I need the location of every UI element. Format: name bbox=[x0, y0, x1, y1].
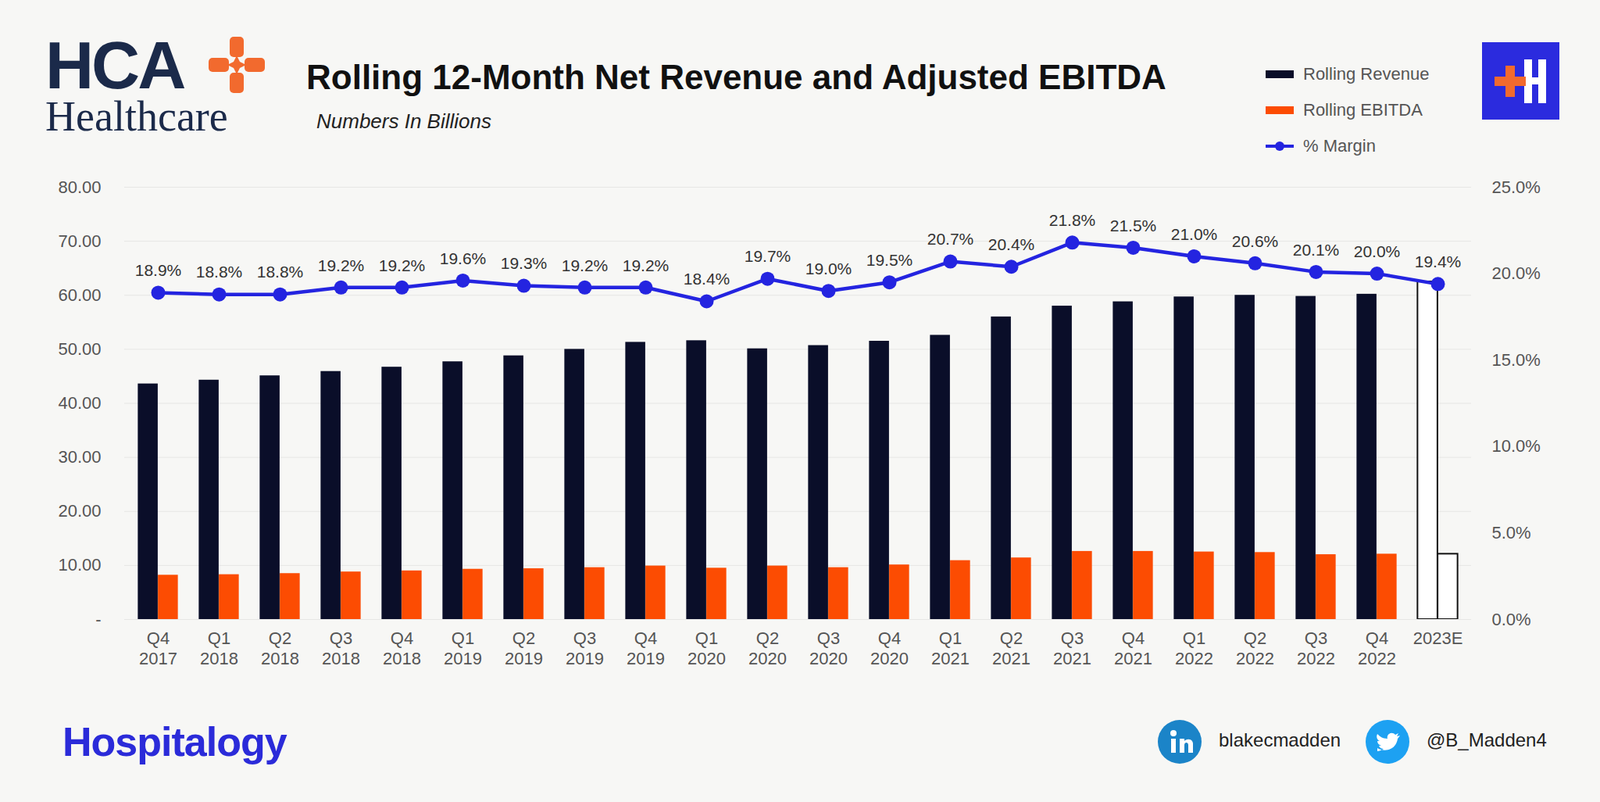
svg-text:19.2%: 19.2% bbox=[317, 256, 365, 275]
html-text:HCA: HCA bbox=[45, 27, 184, 103]
svg-text:19.6%: 19.6% bbox=[439, 249, 487, 268]
svg-text:Q22019: Q22019 bbox=[504, 628, 543, 668]
svg-text:10.0%: 10.0% bbox=[1492, 435, 1541, 456]
svg-text:80.00: 80.00 bbox=[57, 177, 101, 197]
html-text:Numbers In Billions: Numbers In Billions bbox=[316, 109, 492, 133]
svg-text:Q32021: Q32021 bbox=[1053, 628, 1092, 668]
svg-text:Q32020: Q32020 bbox=[809, 628, 848, 668]
svg-text:Q32019: Q32019 bbox=[565, 628, 604, 668]
svg-text:20.00: 20.00 bbox=[57, 500, 101, 521]
svg-text:30.00: 30.00 bbox=[57, 446, 101, 467]
html-text:Rolling EBITDA: Rolling EBITDA bbox=[1303, 100, 1423, 120]
svg-text:70.00: 70.00 bbox=[57, 231, 101, 251]
svg-text:Q42022: Q42022 bbox=[1357, 628, 1397, 668]
svg-text:19.0%: 19.0% bbox=[805, 259, 853, 278]
svg-text:21.8%: 21.8% bbox=[1049, 210, 1097, 229]
svg-text:19.4%: 19.4% bbox=[1414, 252, 1462, 271]
svg-text:21.0%: 21.0% bbox=[1171, 225, 1218, 243]
html-text:Healthcare: Healthcare bbox=[45, 92, 228, 140]
svg-text:15.0%: 15.0% bbox=[1492, 350, 1541, 370]
svg-text:Q42019: Q42019 bbox=[626, 628, 665, 668]
svg-text:Q12020: Q12020 bbox=[687, 628, 726, 668]
svg-text:-: - bbox=[95, 609, 101, 629]
svg-text:Q12018: Q12018 bbox=[200, 628, 239, 668]
svg-text:50.00: 50.00 bbox=[57, 339, 101, 359]
svg-text:19.2%: 19.2% bbox=[561, 256, 609, 275]
svg-text:18.9%: 18.9% bbox=[135, 260, 183, 279]
html-text:blakecmadden: blakecmadden bbox=[1218, 728, 1341, 750]
svg-text:19.3%: 19.3% bbox=[500, 253, 548, 272]
svg-text:20.7%: 20.7% bbox=[927, 229, 975, 248]
svg-text:19.7%: 19.7% bbox=[744, 246, 792, 265]
svg-text:2023E: 2023E bbox=[1413, 628, 1464, 648]
svg-text:Q42020: Q42020 bbox=[870, 628, 909, 668]
html-text:Rolling Revenue: Rolling Revenue bbox=[1303, 64, 1430, 84]
svg-text:Q32018: Q32018 bbox=[321, 628, 361, 668]
svg-text:Q12022: Q12022 bbox=[1175, 628, 1214, 668]
html-text:% Margin: % Margin bbox=[1303, 135, 1376, 156]
svg-text:Q22018: Q22018 bbox=[260, 628, 300, 668]
html-text:@B_Madden4: @B_Madden4 bbox=[1426, 728, 1547, 750]
svg-text:Q12021: Q12021 bbox=[931, 628, 970, 668]
svg-text:10.00: 10.00 bbox=[57, 554, 101, 575]
svg-text:19.2%: 19.2% bbox=[378, 256, 426, 275]
svg-text:Q22020: Q22020 bbox=[748, 628, 787, 668]
svg-text:25.0%: 25.0% bbox=[1492, 177, 1541, 197]
svg-text:20.0%: 20.0% bbox=[1353, 242, 1401, 261]
html-text:Rolling 12-Month Net Revenue a: Rolling 12-Month Net Revenue and Adjuste… bbox=[306, 57, 1167, 97]
svg-text:Q42021: Q42021 bbox=[1114, 628, 1153, 668]
svg-text:0.0%: 0.0% bbox=[1492, 609, 1532, 629]
svg-text:21.5%: 21.5% bbox=[1110, 216, 1158, 235]
svg-text:Q22022: Q22022 bbox=[1235, 628, 1275, 668]
svg-text:20.0%: 20.0% bbox=[1492, 263, 1541, 283]
svg-text:40.00: 40.00 bbox=[57, 392, 101, 413]
svg-text:5.0%: 5.0% bbox=[1492, 522, 1532, 543]
svg-text:60.00: 60.00 bbox=[57, 285, 101, 305]
svg-text:20.1%: 20.1% bbox=[1292, 240, 1340, 259]
svg-text:Q42018: Q42018 bbox=[382, 628, 422, 668]
svg-text:Q32022: Q32022 bbox=[1296, 628, 1336, 668]
html-text:Hospitalogy: Hospitalogy bbox=[62, 718, 287, 765]
svg-text:18.8%: 18.8% bbox=[196, 262, 243, 281]
svg-text:19.2%: 19.2% bbox=[622, 256, 670, 275]
svg-text:Q42017: Q42017 bbox=[139, 628, 178, 668]
svg-text:20.6%: 20.6% bbox=[1232, 232, 1279, 250]
svg-text:18.8%: 18.8% bbox=[257, 262, 304, 281]
svg-text:18.4%: 18.4% bbox=[683, 269, 731, 288]
svg-text:Q22021: Q22021 bbox=[992, 628, 1031, 668]
svg-text:19.5%: 19.5% bbox=[866, 250, 914, 269]
svg-text:Q12019: Q12019 bbox=[443, 628, 483, 668]
svg-text:20.4%: 20.4% bbox=[988, 235, 1036, 254]
